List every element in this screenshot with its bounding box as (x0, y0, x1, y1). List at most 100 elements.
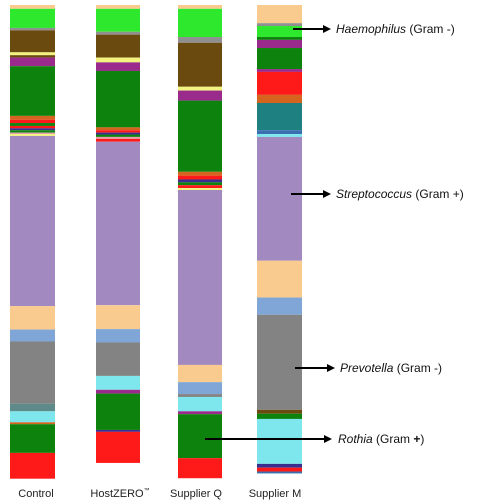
bar-segment (257, 134, 302, 137)
bar-supplier-m (257, 5, 302, 474)
bar-segment (257, 260, 302, 298)
bar-segment (10, 411, 55, 423)
bars-group (10, 5, 302, 479)
x-axis-labels: Control HostZERO™ Supplier Q Supplier M (18, 487, 301, 500)
bar-segment (257, 26, 302, 38)
bar-segment (10, 115, 55, 120)
bar-segment (96, 34, 140, 58)
bar-supplier-q (178, 5, 222, 479)
bar-segment (96, 8, 140, 32)
bar-segment (10, 125, 55, 129)
bar-control (10, 5, 55, 479)
annotation-arrowhead (323, 190, 331, 198)
bar-segment (96, 70, 140, 128)
bar-segment (178, 411, 222, 415)
x-tick-label: HostZERO™ (90, 487, 149, 500)
bar-segment (257, 471, 302, 474)
bar-segment (10, 57, 55, 67)
bar-segment (10, 329, 55, 342)
bar-segment (257, 314, 302, 410)
bar-segment (257, 297, 302, 315)
bar-segment (257, 69, 302, 72)
bar-segment (96, 141, 140, 306)
annotation-arrowhead (324, 435, 332, 443)
bar-segment (178, 37, 222, 43)
bar-segment (10, 422, 55, 425)
bar-segment (10, 30, 55, 53)
bar-segment (96, 342, 140, 376)
bar-segment (178, 188, 222, 190)
bar-segment (10, 128, 55, 131)
bar-segment (257, 409, 302, 414)
annotation-arrowhead (323, 25, 331, 33)
annotations-group: Haemophilus (Gram -) Streptococcus (Gram … (205, 22, 464, 446)
bar-segment (10, 341, 55, 404)
bar-segment (96, 62, 140, 71)
bar-segment (257, 102, 302, 131)
bar-segment (10, 130, 55, 133)
bar-segment (10, 135, 55, 307)
bar-segment (10, 123, 55, 126)
bar-segment (96, 132, 140, 135)
bar-segment (178, 185, 222, 189)
bar-segment (10, 27, 55, 31)
bar-segment (257, 467, 302, 472)
x-tick-label: Control (18, 488, 53, 500)
bar-segment (178, 394, 222, 397)
bar-segment (257, 23, 302, 27)
bar-segment (10, 5, 55, 9)
bar-segment (96, 136, 140, 139)
bar-segment (257, 48, 302, 70)
x-tick-label: Supplier M (249, 488, 302, 500)
bar-segment (178, 86, 222, 91)
bar-segment (96, 134, 140, 137)
bar-segment (10, 8, 55, 28)
bar-segment (178, 171, 222, 176)
bar-segment (178, 42, 222, 87)
bar-segment (257, 39, 302, 49)
bar-segment (178, 8, 222, 38)
annotation-arrowhead (327, 364, 335, 372)
bar-segment (10, 55, 55, 58)
bar-segment (96, 375, 140, 390)
bar-segment (178, 396, 222, 412)
bar-segment (96, 130, 140, 133)
bar-segment (178, 458, 222, 479)
bar-segment (10, 424, 55, 453)
bar-segment (178, 100, 222, 172)
bar-segment (257, 37, 302, 40)
bar-segment (96, 127, 140, 131)
bar-segment (178, 189, 222, 365)
bar-segment (10, 52, 55, 56)
bar-segment (178, 414, 222, 459)
bar-segment (257, 136, 302, 261)
annotation-label: Prevotella (Gram -) (340, 361, 442, 375)
bar-segment (257, 94, 302, 103)
bar-segment (257, 130, 302, 135)
bar-segment (257, 71, 302, 95)
annotation-label: Streptococcus (Gram +) (336, 187, 464, 201)
annotation-label: Haemophilus (Gram -) (336, 22, 455, 36)
bar-segment (257, 5, 302, 24)
bar-segment (10, 403, 55, 412)
bar-segment (96, 389, 140, 394)
bar-segment (178, 175, 222, 180)
bar-segment (10, 452, 55, 479)
bar-segment (178, 364, 222, 383)
bar-segment (178, 382, 222, 395)
annotation-label: Rothia (Gram +) (338, 432, 424, 446)
bar-segment (96, 305, 140, 330)
bar-segment (96, 329, 140, 343)
bar-hostzero (96, 5, 140, 463)
bar-segment (257, 413, 302, 419)
bar-segment (96, 57, 140, 63)
bar-segment (178, 90, 222, 101)
bar-segment (10, 66, 55, 116)
bar-segment (96, 31, 140, 35)
bar-segment (178, 182, 222, 186)
bar-segment (178, 5, 222, 9)
bar-segment (10, 119, 55, 124)
bar-segment (96, 431, 140, 463)
bar-segment (10, 134, 55, 136)
